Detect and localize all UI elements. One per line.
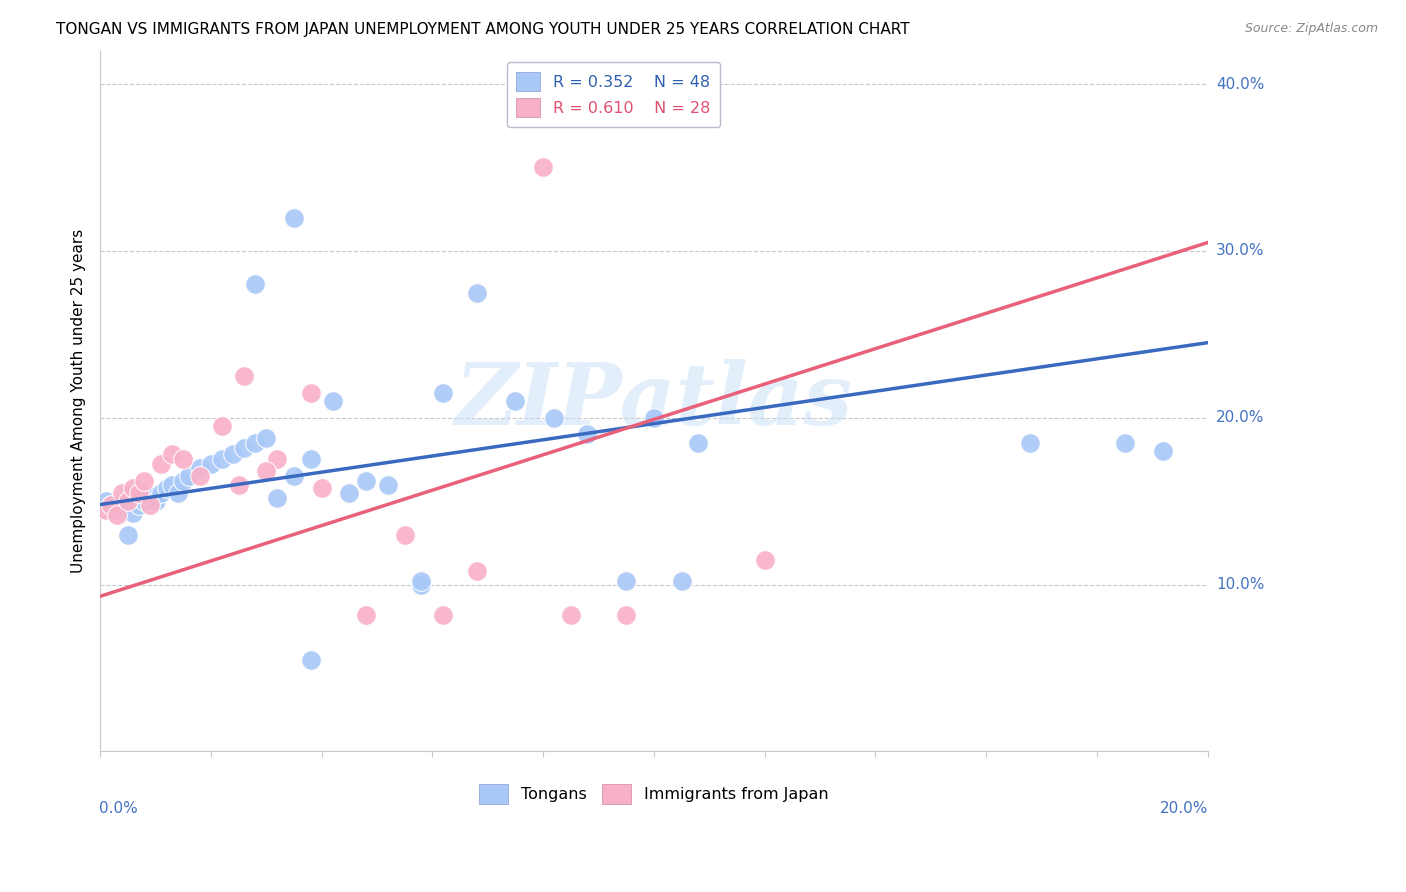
Point	[188, 469, 211, 483]
Point	[243, 435, 266, 450]
Point	[222, 448, 245, 462]
Point	[200, 458, 222, 472]
Text: 10.0%: 10.0%	[1216, 577, 1264, 592]
Point	[505, 394, 527, 409]
Point	[122, 481, 145, 495]
Point	[211, 419, 233, 434]
Point	[172, 474, 194, 488]
Point	[411, 577, 433, 591]
Text: 0.0%: 0.0%	[98, 800, 138, 815]
Point	[211, 452, 233, 467]
Point	[233, 441, 256, 455]
Point	[177, 469, 200, 483]
Point	[311, 481, 333, 495]
Point	[122, 506, 145, 520]
Point	[465, 285, 488, 300]
Point	[1152, 444, 1174, 458]
Point	[188, 460, 211, 475]
Point	[145, 494, 167, 508]
Point	[128, 486, 150, 500]
Text: 30.0%: 30.0%	[1216, 244, 1264, 259]
Point	[299, 385, 322, 400]
Point	[166, 486, 188, 500]
Point	[94, 494, 117, 508]
Point	[432, 385, 454, 400]
Point	[111, 486, 134, 500]
Point	[688, 435, 710, 450]
Text: TONGAN VS IMMIGRANTS FROM JAPAN UNEMPLOYMENT AMONG YOUTH UNDER 25 YEARS CORRELAT: TONGAN VS IMMIGRANTS FROM JAPAN UNEMPLOY…	[56, 22, 910, 37]
Point	[172, 452, 194, 467]
Point	[254, 464, 277, 478]
Point	[100, 498, 122, 512]
Legend: Tongans, Immigrants from Japan: Tongans, Immigrants from Japan	[472, 778, 835, 810]
Point	[377, 477, 399, 491]
Point	[134, 494, 156, 508]
Point	[134, 474, 156, 488]
Point	[465, 564, 488, 578]
Point	[94, 502, 117, 516]
Point	[128, 498, 150, 512]
Point	[1114, 435, 1136, 450]
Point	[266, 452, 288, 467]
Point	[322, 394, 344, 409]
Point	[576, 427, 599, 442]
Point	[671, 574, 693, 589]
Point	[155, 481, 177, 495]
Point	[150, 486, 173, 500]
Y-axis label: Unemployment Among Youth under 25 years: Unemployment Among Youth under 25 years	[72, 229, 86, 574]
Point	[111, 498, 134, 512]
Text: Source: ZipAtlas.com: Source: ZipAtlas.com	[1244, 22, 1378, 36]
Point	[354, 474, 377, 488]
Point	[531, 161, 554, 175]
Point	[614, 574, 637, 589]
Point	[117, 494, 139, 508]
Point	[1019, 435, 1042, 450]
Point	[243, 277, 266, 292]
Point	[160, 477, 183, 491]
Point	[139, 498, 162, 512]
Point	[105, 502, 128, 516]
Point	[254, 431, 277, 445]
Text: 40.0%: 40.0%	[1216, 77, 1264, 92]
Point	[643, 410, 665, 425]
Point	[228, 477, 250, 491]
Point	[233, 369, 256, 384]
Point	[754, 552, 776, 566]
Text: ZIPatlas: ZIPatlas	[454, 359, 853, 442]
Point	[354, 607, 377, 622]
Point	[394, 527, 416, 541]
Point	[266, 491, 288, 505]
Text: 20.0%: 20.0%	[1160, 800, 1209, 815]
Text: 20.0%: 20.0%	[1216, 410, 1264, 425]
Point	[411, 574, 433, 589]
Point	[105, 508, 128, 522]
Point	[117, 527, 139, 541]
Point	[299, 452, 322, 467]
Point	[337, 486, 360, 500]
Point	[432, 607, 454, 622]
Point	[283, 211, 305, 225]
Point	[150, 458, 173, 472]
Point	[560, 607, 582, 622]
Point	[139, 489, 162, 503]
Point	[614, 607, 637, 622]
Point	[160, 448, 183, 462]
Point	[543, 410, 565, 425]
Point	[299, 653, 322, 667]
Point	[283, 469, 305, 483]
Point	[100, 498, 122, 512]
